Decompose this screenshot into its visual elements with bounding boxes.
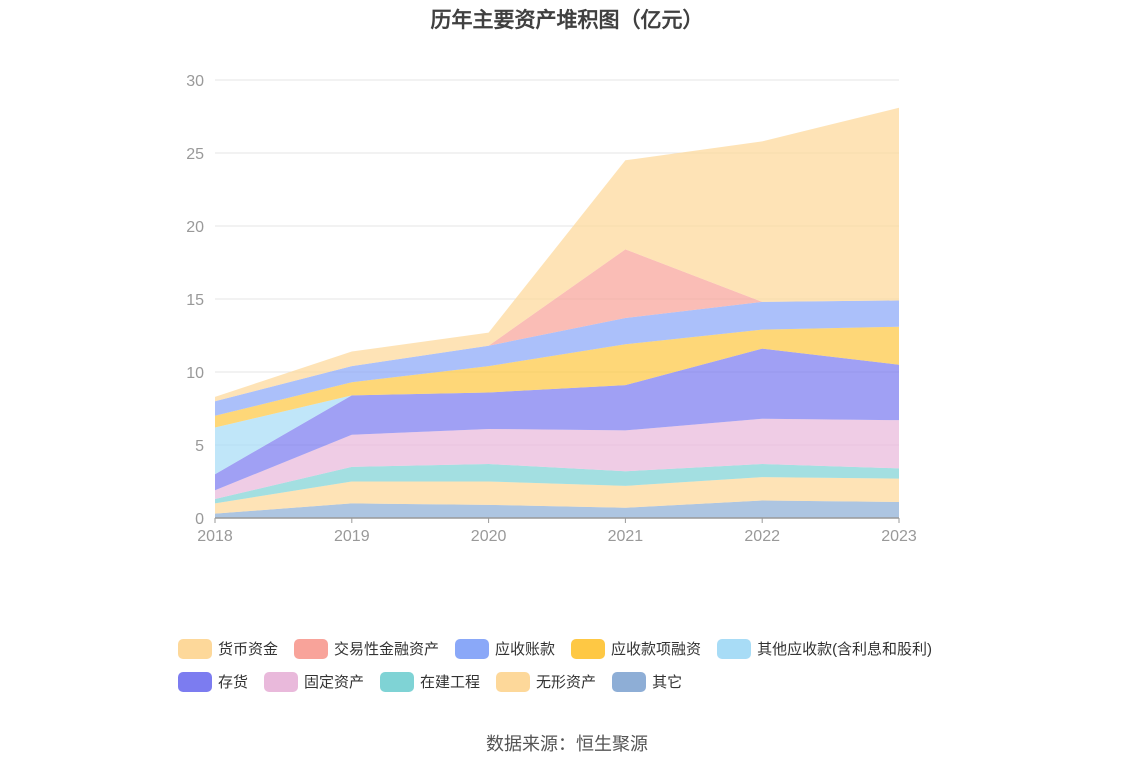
legend-label: 无形资产 bbox=[536, 674, 597, 691]
stacked-area-chart: 0 5 10 15 20 25 30 2018 2019 2020 2021 2022 2023 bbox=[186, 73, 917, 545]
x-tick-label: 2023 bbox=[881, 528, 917, 545]
legend-swatch bbox=[612, 671, 647, 692]
area-series bbox=[215, 107, 899, 518]
legend-label: 应收款项融资 bbox=[611, 641, 702, 658]
area-series-path bbox=[215, 418, 899, 500]
area-series-path bbox=[215, 477, 899, 514]
legend-label: 货币资金 bbox=[218, 641, 279, 658]
legend-row: 货币资金 交易性金融资产 应收账款 应收款项融资 其他应收款(含利息和股利) bbox=[178, 632, 998, 665]
y-tick-label: 5 bbox=[195, 438, 204, 455]
y-tick-label: 10 bbox=[186, 365, 204, 382]
y-tick-label: 30 bbox=[186, 73, 204, 90]
legend-label: 其他应收款(含利息和股利) bbox=[757, 641, 933, 658]
legend-swatch bbox=[264, 671, 299, 692]
area-series-path bbox=[215, 500, 899, 518]
x-tick-label: 2020 bbox=[471, 528, 507, 545]
legend-swatch bbox=[717, 638, 752, 659]
legend-swatch bbox=[496, 671, 531, 692]
y-tick-label: 0 bbox=[195, 511, 204, 528]
x-tick-label: 2018 bbox=[197, 528, 233, 545]
legend-swatch bbox=[178, 671, 212, 692]
legend-label: 交易性金融资产 bbox=[334, 641, 440, 658]
legend-row: 存货 固定资产 在建工程 无形资产 其它 bbox=[178, 665, 998, 698]
axes: 0 5 10 15 20 25 30 2018 2019 2020 2021 2022 2023 bbox=[186, 73, 917, 545]
area-series-path bbox=[215, 107, 899, 402]
legend-item[interactable]: 其他应收款(含利息和股利) bbox=[717, 638, 932, 659]
legend-item[interactable]: 应收账款 bbox=[455, 638, 555, 659]
data-source: 数据来源：恒生聚源 bbox=[486, 734, 648, 754]
chart-title: 历年主要资产堆积图（亿元） bbox=[430, 9, 704, 32]
legend-item[interactable]: 在建工程 bbox=[380, 671, 480, 692]
legend: 货币资金 交易性金融资产 应收账款 应收款项融资 其他应收款(含利息和股利) 存货 固定资… bbox=[178, 632, 998, 698]
legend-item[interactable]: 货币资金 bbox=[178, 638, 278, 659]
legend-item[interactable]: 存货 bbox=[178, 671, 248, 692]
area-series-path bbox=[215, 249, 899, 402]
y-tick-label: 20 bbox=[186, 219, 204, 236]
y-tick-label: 15 bbox=[186, 292, 204, 309]
legend-swatch bbox=[380, 671, 415, 692]
y-tick-label: 25 bbox=[186, 146, 204, 163]
legend-item[interactable]: 应收款项融资 bbox=[571, 638, 701, 659]
area-series-path bbox=[215, 463, 899, 504]
legend-item[interactable]: 固定资产 bbox=[264, 671, 364, 692]
legend-label: 应收账款 bbox=[495, 641, 556, 658]
legend-label: 固定资产 bbox=[304, 674, 365, 691]
legend-swatch bbox=[178, 638, 212, 659]
area-series-path bbox=[215, 348, 899, 491]
legend-item[interactable]: 交易性金融资产 bbox=[294, 638, 439, 659]
legend-swatch bbox=[294, 638, 329, 659]
x-tick-label: 2022 bbox=[744, 528, 780, 545]
legend-swatch bbox=[455, 638, 490, 659]
legend-item[interactable]: 无形资产 bbox=[496, 671, 596, 692]
x-tick-label: 2021 bbox=[608, 528, 644, 545]
legend-label: 存货 bbox=[218, 674, 249, 691]
legend-label: 在建工程 bbox=[420, 674, 481, 691]
area-series-path bbox=[215, 300, 899, 416]
x-tick-label: 2019 bbox=[334, 528, 370, 545]
legend-label: 其它 bbox=[652, 674, 683, 691]
legend-swatch bbox=[571, 638, 606, 659]
legend-item[interactable]: 其它 bbox=[612, 671, 682, 692]
area-series-path bbox=[215, 326, 899, 428]
